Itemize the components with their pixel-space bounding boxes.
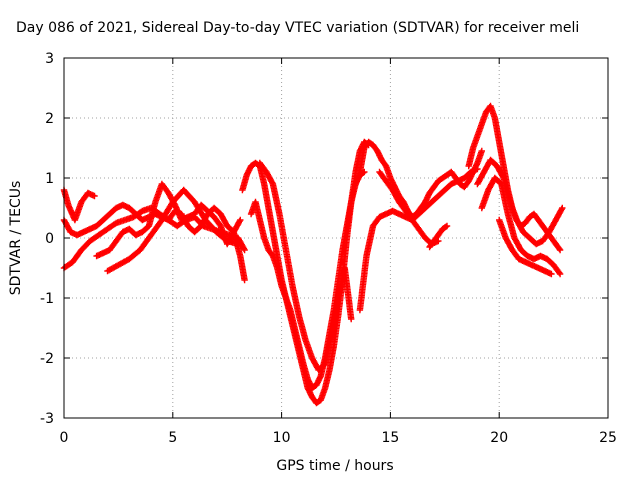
series-track-2 [60,204,248,272]
y-tick-label: -2 [40,351,54,367]
series-track-12 [426,222,451,251]
y-tick-label: -3 [40,411,54,427]
data-point-marker [474,165,481,173]
data-point-marker [236,218,243,225]
x-axis-label: GPS time / hours [276,458,393,474]
data-point-marker [240,245,248,252]
data-point-marker [442,223,450,230]
data-point-marker [234,240,242,248]
data-point-marker [443,222,451,230]
x-tick-label: 10 [273,430,291,446]
data-point-marker [559,204,566,212]
y-axis-label: SDTVAR / TECUs [8,181,24,296]
chart-title: Day 086 of 2021, Sidereal Day-to-day VTE… [16,20,579,36]
series-track-5 [104,186,242,275]
data-point-marker [478,147,485,155]
data-point-marker [556,246,564,254]
data-point-marker [348,315,355,323]
series-track-10 [356,165,481,314]
series-track-3 [60,186,98,224]
x-tick-label: 0 [60,430,69,446]
data-point-marker [556,245,563,252]
series-track-15 [478,174,564,278]
series-track-16 [496,216,555,278]
data-point-marker [556,270,564,278]
data-point-marker [548,270,555,278]
y-tick-label: 1 [45,171,54,187]
x-tick-label: 15 [381,430,399,446]
y-tick-label: 0 [45,231,54,247]
data-point-marker [556,269,563,276]
data-point-marker [241,276,248,284]
data-point-marker [241,246,248,254]
series-track-14 [474,156,566,248]
data-points [60,102,566,407]
x-tick-label: 5 [168,430,177,446]
y-tick-label: 2 [45,111,54,127]
data-point-marker [237,216,244,224]
data-point-marker [91,192,98,200]
y-tick-label: -1 [40,291,54,307]
x-tick-label: 20 [490,430,508,446]
series-track-8 [256,159,355,374]
y-tick-label: 3 [45,51,54,67]
x-tick-label: 25 [599,430,617,446]
axis-ticks: 0 5 10 15 20 25 -3 -2 -1 0 1 2 3 [40,51,617,446]
